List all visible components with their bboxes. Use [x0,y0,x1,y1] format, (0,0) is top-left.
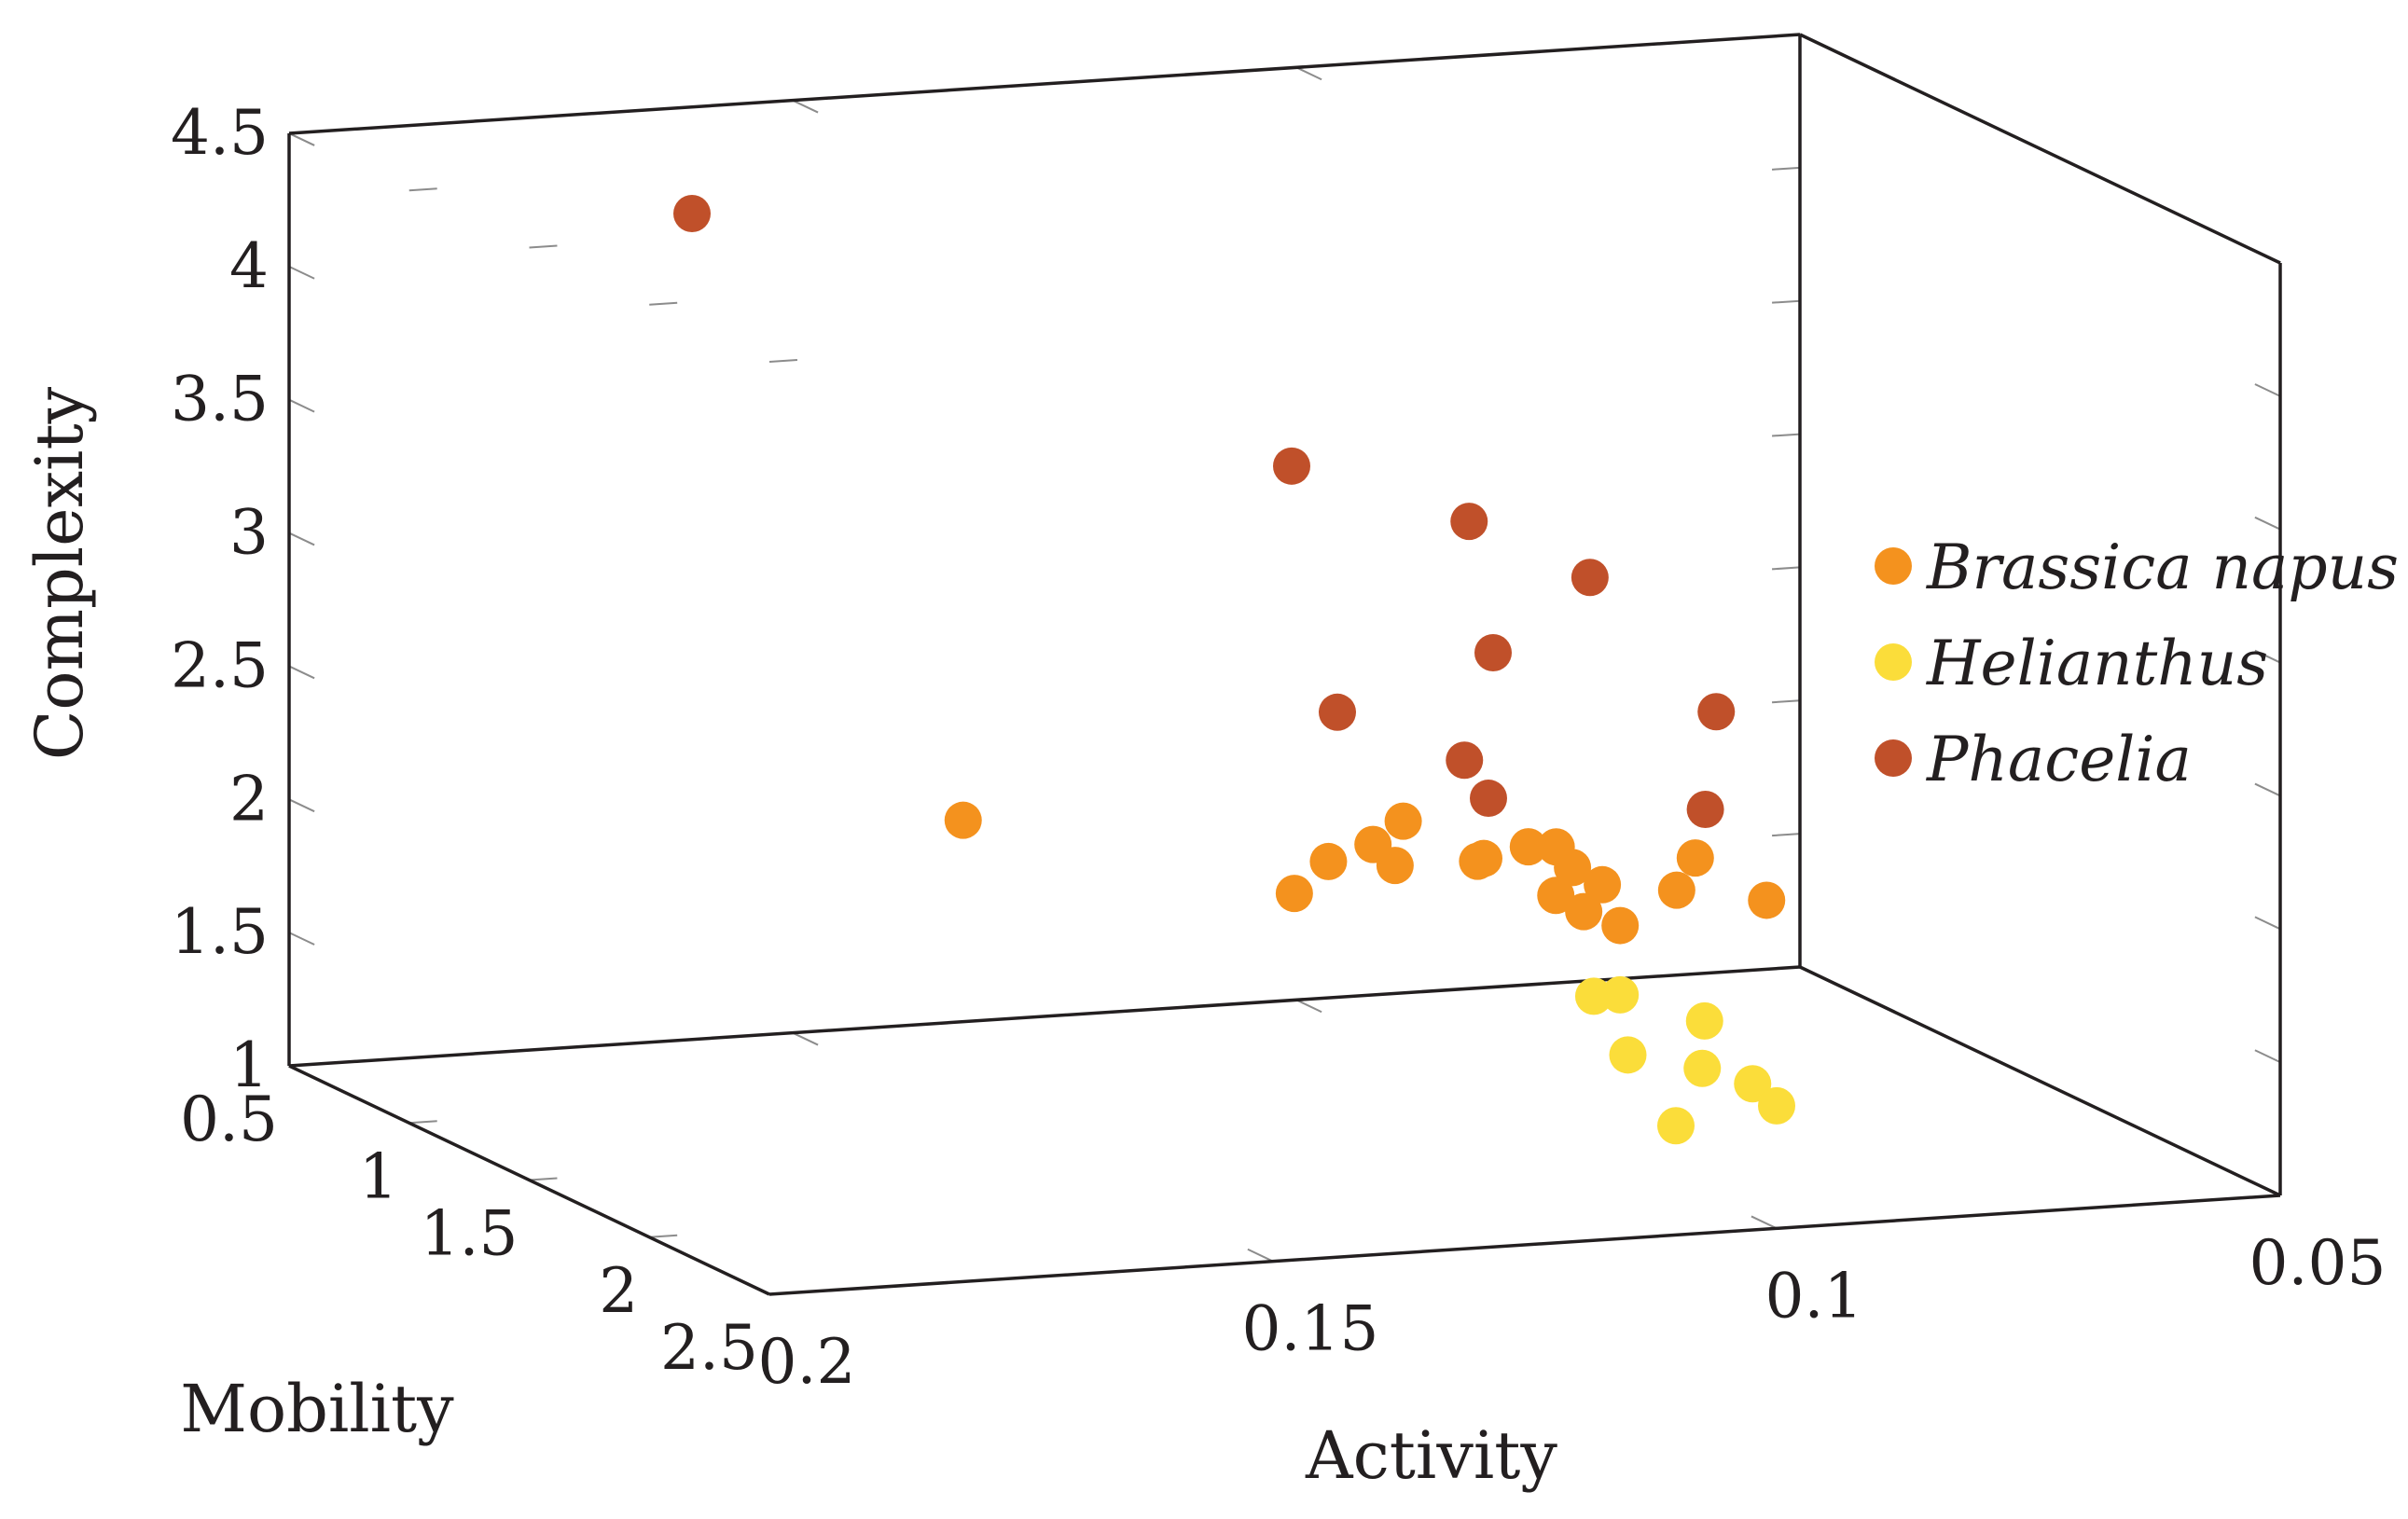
z-tick-label: 3 [229,497,269,569]
data-point [1384,802,1422,840]
data-point [1465,839,1502,877]
y-tick-label: 1.5 [421,1198,519,1270]
y-tick-mark [408,1120,437,1125]
x-tick-mark [288,132,315,146]
z-tick-mark [1771,433,1801,437]
z-tick-mark [2254,516,2281,531]
z-tick-mark [288,532,315,546]
axis-box-edge [1799,33,2281,265]
data-point [1697,693,1736,731]
data-point [1554,849,1592,887]
x-tick-label: 0.15 [1242,1293,1379,1365]
z-axis-title: Complexity [21,386,98,760]
z-tick-mark [1771,566,1801,571]
x-tick-mark [1295,66,1322,81]
data-point [1571,559,1609,597]
data-point [1584,865,1622,904]
axis-box-edge [288,965,1801,1068]
x-tick-mark [792,1031,819,1046]
data-point [1748,881,1786,919]
data-point [1474,633,1512,671]
y-tick-label: 0.5 [180,1084,278,1155]
z-tick-label: 2.5 [171,629,269,701]
y-tick-mark [408,187,437,192]
data-point [1319,693,1356,731]
x-tick-mark [1751,1215,1778,1230]
z-tick-label: 2 [229,763,269,835]
z-tick-mark [1771,833,1801,837]
z-tick-mark [2254,782,2281,797]
data-point [1657,1107,1695,1145]
y-tick-mark [529,244,558,249]
data-point [1758,1086,1795,1125]
data-point [1574,977,1612,1015]
z-tick-mark [2254,649,2281,664]
axis-box-edge [288,1064,770,1296]
y-tick-mark [649,1234,678,1238]
data-point [1537,877,1575,915]
z-tick-mark [288,265,315,280]
axis-box-edge [288,33,1801,135]
y-tick-label: 2.5 [660,1312,758,1384]
data-point [1275,875,1313,913]
data-point [1609,1036,1647,1074]
data-point [1686,790,1724,828]
data-point [1309,842,1348,880]
z-tick-label: 4.5 [171,97,269,169]
data-point [1601,906,1640,945]
y-tick-mark [529,1177,558,1181]
y-tick-mark [649,301,678,306]
legend-label: Phacelia [1926,724,2192,795]
z-tick-mark [2254,383,2281,397]
axis-box-edge [1799,965,2281,1197]
z-tick-mark [288,398,315,413]
legend-marker [1875,547,1912,585]
data-point [1565,892,1603,931]
data-point [1450,503,1488,541]
z-tick-mark [288,798,315,813]
data-point [1273,447,1310,485]
legend-marker [1875,643,1912,681]
x-tick-mark [792,99,819,114]
z-tick-label: 1.5 [171,896,269,968]
y-tick-mark [768,359,798,363]
z-tick-mark [1771,699,1801,704]
x-tick-mark [1247,1248,1274,1263]
data-point [1657,871,1695,909]
data-point [1601,975,1640,1014]
z-tick-mark [2254,916,2281,931]
legend-marker [1875,739,1912,777]
legend-label: Helianthus [1926,628,2268,699]
data-point [1734,1065,1772,1103]
z-tick-label: 1 [229,1029,269,1101]
data-point [1446,741,1484,780]
data-point [1676,839,1714,877]
axis-box-edge [768,1194,2281,1296]
z-tick-mark [2254,1049,2281,1064]
z-tick-label: 3.5 [171,364,269,435]
x-tick-label: 0.2 [758,1326,856,1398]
data-point [673,195,711,233]
data-point [944,801,982,839]
z-tick-label: 4 [229,230,269,302]
y-tick-label: 1 [359,1140,398,1212]
z-tick-mark [288,665,315,680]
data-point [1376,847,1414,885]
x-tick-mark [1295,999,1322,1014]
legend-label: Brassica napus [1926,532,2399,603]
data-point [1470,780,1507,818]
x-axis-title: Activity [1305,1417,1557,1494]
data-point [1683,1049,1722,1087]
y-tick-label: 2 [599,1255,638,1327]
y-axis-title: Mobility [180,1371,454,1447]
x-tick-label: 0.05 [2249,1227,2387,1299]
data-point [1685,1001,1723,1040]
z-tick-mark [1771,299,1801,304]
z-tick-mark [1771,166,1801,171]
x-tick-label: 0.1 [1765,1260,1863,1332]
z-tick-mark [288,932,315,946]
data-point [1509,828,1547,866]
